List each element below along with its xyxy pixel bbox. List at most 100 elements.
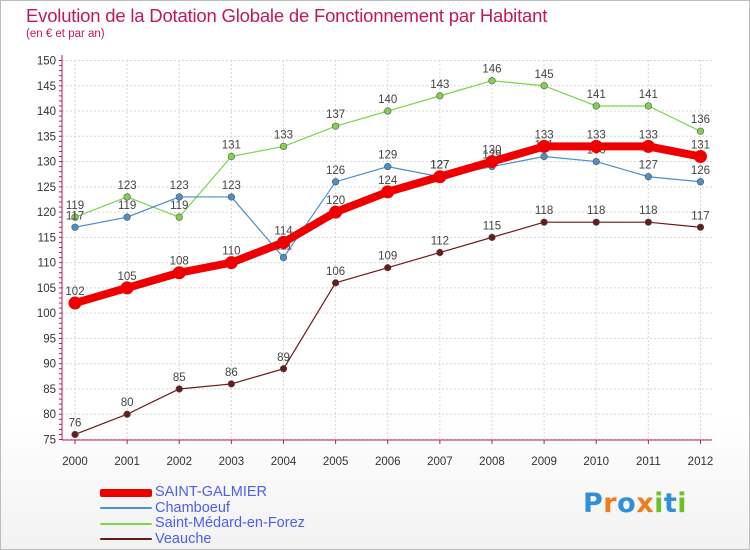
data-point <box>175 213 183 221</box>
data-point <box>123 410 131 418</box>
data-label: 146 <box>482 64 501 76</box>
data-point <box>120 281 134 295</box>
data-label: 118 <box>587 205 605 217</box>
data-label: 137 <box>326 109 345 121</box>
y-tick-label: 120 <box>37 207 56 219</box>
data-point <box>279 253 288 262</box>
data-point <box>276 235 290 249</box>
y-tick-label: 75 <box>43 435 56 447</box>
data-label: 119 <box>170 200 188 212</box>
data-label: 126 <box>691 165 710 177</box>
data-point <box>329 205 343 219</box>
data-point <box>332 178 340 186</box>
series-line-chamboeuf <box>74 155 702 259</box>
x-tick-label: 2006 <box>375 456 401 468</box>
data-label: 133 <box>587 129 606 141</box>
data-label: 145 <box>535 69 554 81</box>
data-label: 119 <box>118 200 136 212</box>
data-label: 123 <box>170 180 189 192</box>
data-point <box>71 430 79 439</box>
y-tick-label: 140 <box>37 106 56 118</box>
data-point <box>433 170 447 184</box>
x-tick-label: 2005 <box>323 456 349 468</box>
chart-subtitle: (en € et par an) <box>26 28 105 40</box>
y-tick-label: 150 <box>37 56 56 68</box>
logo-letter: P <box>583 488 604 519</box>
y-tick-label: 145 <box>37 81 56 93</box>
y-tick-label: 95 <box>43 333 56 345</box>
proxiti-logo: Proxiti <box>583 488 687 519</box>
data-label: 127 <box>430 160 449 172</box>
logo-letter: r <box>603 488 618 519</box>
data-point <box>540 82 548 90</box>
data-label: 102 <box>65 286 84 298</box>
data-label: 131 <box>691 140 710 152</box>
data-label: 108 <box>170 256 189 268</box>
data-label: 133 <box>639 129 658 141</box>
data-label: 123 <box>118 180 137 192</box>
legend-label: Chamboeuf <box>155 499 230 516</box>
data-point <box>644 102 652 110</box>
data-label: 143 <box>430 79 449 91</box>
data-label: 136 <box>691 114 710 126</box>
legend-swatch <box>100 488 152 497</box>
data-point <box>332 279 340 287</box>
data-label: 140 <box>378 94 397 106</box>
y-tick-label: 85 <box>43 384 56 396</box>
data-label: 110 <box>222 246 240 258</box>
y-tick-label: 110 <box>38 258 56 270</box>
data-label: 85 <box>173 372 186 384</box>
data-label: 76 <box>69 417 82 429</box>
data-point <box>172 266 186 280</box>
y-tick-label: 80 <box>43 409 56 421</box>
data-label: 112 <box>431 236 449 248</box>
data-label: 89 <box>277 352 290 364</box>
data-label: 109 <box>378 251 397 263</box>
data-point <box>123 193 131 201</box>
logo-letter: o <box>617 488 637 519</box>
data-point <box>540 152 548 161</box>
chart-title: Evolution de la Dotation Globale de Fonc… <box>26 5 548 26</box>
x-tick-label: 2011 <box>636 456 661 468</box>
data-point <box>696 223 705 231</box>
legend-item-saint-galmier: SAINT-GALMIER <box>100 485 305 501</box>
x-tick-label: 2003 <box>219 456 245 468</box>
x-tick-label: 2004 <box>271 456 297 468</box>
data-point <box>537 139 551 153</box>
data-point <box>696 178 705 186</box>
data-point <box>693 150 707 164</box>
data-point <box>175 193 183 201</box>
data-label: 130 <box>482 145 501 157</box>
data-point <box>589 139 603 153</box>
y-tick-label: 135 <box>37 131 56 143</box>
data-label: 118 <box>639 205 657 217</box>
data-label: 141 <box>587 89 606 101</box>
x-tick-label: 2009 <box>531 456 557 468</box>
data-label: 86 <box>225 367 238 379</box>
data-point <box>592 102 600 110</box>
legend-label: SAINT-GALMIER <box>155 484 267 501</box>
legend-item-veauche: Veauche <box>100 531 305 548</box>
x-tick-label: 2008 <box>479 456 505 468</box>
data-point <box>644 173 652 181</box>
y-tick-label: 90 <box>43 359 56 371</box>
y-tick-label: 105 <box>37 283 56 295</box>
data-label: 118 <box>535 205 553 217</box>
data-label: 117 <box>691 210 709 222</box>
data-label: 105 <box>118 271 137 283</box>
data-point <box>123 213 131 221</box>
data-point <box>227 152 235 161</box>
data-point <box>644 218 652 226</box>
data-point <box>485 155 499 169</box>
data-point <box>696 127 705 135</box>
legend: SAINT-GALMIER Chamboeuf Saint-Médard-en-… <box>100 485 305 547</box>
data-label: 141 <box>639 89 658 101</box>
data-point <box>488 77 496 85</box>
logo-letter: i <box>654 488 664 519</box>
data-point <box>436 92 444 100</box>
data-point <box>436 248 444 257</box>
data-point <box>381 185 395 199</box>
x-tick-label: 2012 <box>688 456 714 468</box>
